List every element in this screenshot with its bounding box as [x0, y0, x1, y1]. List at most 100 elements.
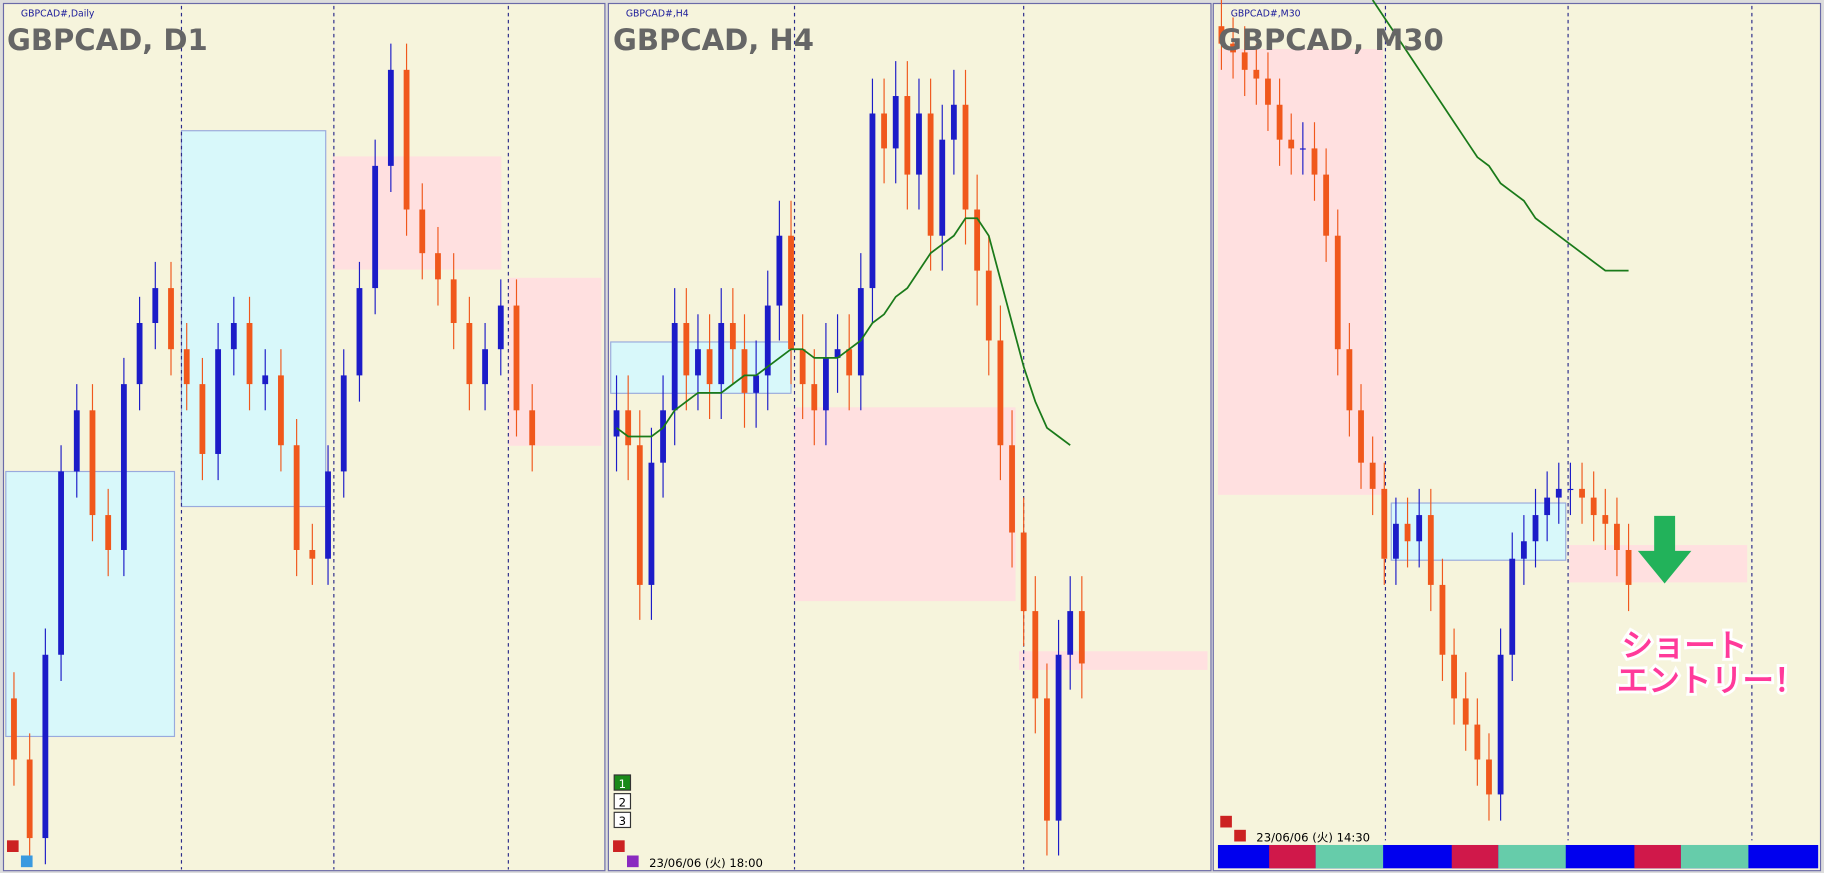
candle-body [950, 104, 957, 140]
candle-body [1311, 148, 1318, 175]
button[interactable]: 2 [619, 795, 626, 809]
candle-body [513, 305, 520, 411]
candle-body [1067, 611, 1074, 655]
candle-body [1044, 698, 1050, 821]
candle-body [857, 288, 864, 376]
candle-body [1369, 462, 1376, 489]
candle-body [788, 235, 794, 350]
chart-title: GBPCAD, D1 [7, 23, 208, 57]
moving-average [1371, 0, 1629, 272]
candle-body [869, 113, 876, 289]
candle-body [753, 375, 760, 393]
candle-body [892, 96, 899, 149]
candle-body [105, 515, 112, 550]
period-separators [180, 5, 1753, 870]
candle-body [120, 384, 127, 550]
candle-body [89, 410, 96, 516]
candle-body [26, 759, 33, 839]
button[interactable]: 3 [619, 814, 626, 828]
candle-body [1218, 26, 1225, 44]
candle-body [1299, 148, 1306, 150]
candle-body [1241, 52, 1248, 70]
candle-body [1579, 488, 1585, 498]
candle-body [799, 349, 806, 385]
candle-body [419, 209, 426, 254]
candle-body [1009, 445, 1015, 533]
candle-body [916, 113, 922, 175]
candle-body [706, 349, 713, 385]
date-label: 23/06/06 (火) 14:30 [1256, 830, 1370, 844]
candle-body [1462, 698, 1469, 725]
candle-body [340, 375, 347, 472]
candle-body [450, 279, 457, 324]
candle-body [613, 410, 620, 437]
candle-body [1032, 611, 1039, 699]
candle-body [293, 445, 300, 550]
candle-body [764, 305, 771, 376]
zones [5, 49, 1748, 738]
candle-body [403, 69, 410, 210]
candle-body [776, 235, 783, 306]
candle-body [1055, 654, 1062, 821]
annotation: ショート [1622, 628, 1748, 664]
candle-body [636, 445, 643, 585]
candle-body [1590, 497, 1597, 516]
candle-body [648, 462, 655, 585]
bottom-bar [1217, 844, 1819, 869]
candle-body [741, 349, 748, 393]
symbol-label: GBPCAD#,H4 [626, 8, 689, 19]
candle-body [215, 349, 222, 454]
candle-body [1230, 43, 1236, 53]
candle-body [683, 323, 690, 376]
candle-body [1509, 558, 1516, 655]
candle-body [939, 139, 946, 236]
candle-body [1323, 174, 1330, 236]
candle-body [1276, 104, 1283, 140]
moving-average [616, 217, 1071, 446]
symbol-label: GBPCAD#,M30 [1231, 8, 1301, 19]
candle-body [1020, 532, 1027, 612]
candle-body [695, 349, 701, 376]
candle-body [1567, 488, 1574, 491]
candle-body [152, 288, 159, 324]
candle-body [183, 349, 190, 385]
candle-body [372, 165, 379, 289]
candle-body [168, 288, 174, 350]
candle-body [1346, 349, 1353, 411]
candle-body [529, 410, 536, 446]
entry-arrow [1637, 515, 1692, 584]
chart-title: GBPCAD, M30 [1218, 23, 1444, 57]
candle-body [1439, 584, 1446, 655]
candle-body [904, 96, 911, 175]
annotation: エントリー！ [1617, 663, 1805, 699]
candle-body [1602, 515, 1609, 524]
button[interactable]: 1 [619, 777, 626, 791]
candle-body [881, 113, 887, 149]
candle-body [1334, 235, 1341, 350]
symbol-label: GBPCAD#,Daily [21, 8, 95, 19]
candle-body [246, 323, 253, 385]
candle-body [309, 549, 316, 559]
buttons[interactable]: 1 2 3 [613, 774, 632, 828]
candle-body [435, 253, 441, 280]
candle-body [262, 375, 269, 385]
candle-body [1614, 523, 1620, 550]
panel-icons [6, 815, 1246, 868]
candle-body [387, 69, 394, 166]
candle-body [199, 384, 206, 454]
candle-body [660, 410, 666, 463]
candle-body [927, 113, 934, 236]
candle-body [1288, 139, 1295, 149]
candle-body [985, 270, 992, 341]
candle-body [811, 384, 818, 411]
candle-body [278, 375, 284, 446]
candle-body [73, 410, 80, 472]
candle-body [136, 323, 143, 385]
candle-body [962, 104, 969, 210]
candle-body [1555, 488, 1562, 498]
candle-body [482, 349, 488, 385]
candle-body [671, 323, 678, 411]
candle-body [834, 349, 841, 358]
